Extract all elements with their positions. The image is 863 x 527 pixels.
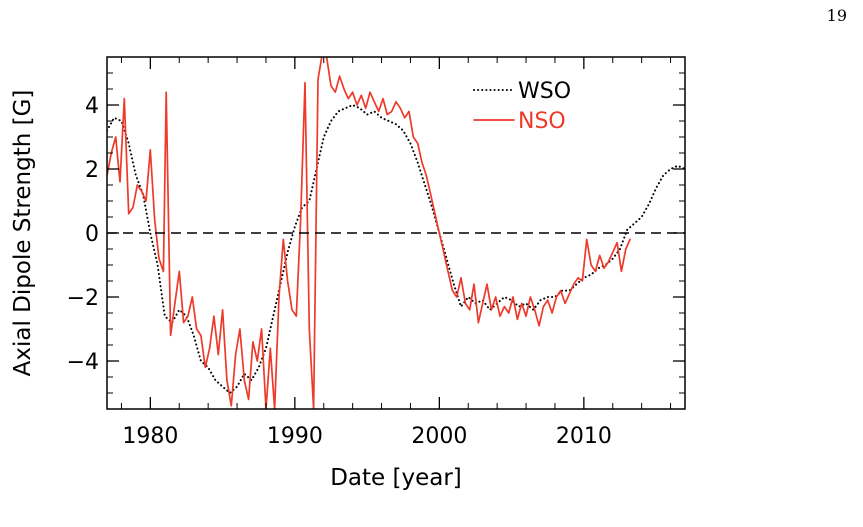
series-line-nso [107,57,631,409]
legend-label-wso: WSO [518,79,571,104]
legend: WSO NSO [473,79,571,134]
x-tick-label: 2010 [556,424,612,449]
axis-ticks: 1980 1990 2000 2010 4 2 0 −2 −4 [67,57,685,449]
x-tick-label: 1990 [267,424,323,449]
series-line-wso [107,104,685,394]
y-axis-label: Axial Dipole Strength [G] [10,90,36,377]
legend-label-nso: NSO [518,109,566,134]
page-number: 19 [826,6,847,25]
y-tick-label: −2 [67,286,99,311]
y-tick-label: 2 [85,158,99,183]
y-tick-label: 0 [85,222,99,247]
y-tick-label: −4 [67,350,99,375]
x-tick-label: 2000 [411,424,467,449]
series-layer [107,57,685,409]
x-axis-label: Date [year] [330,465,462,491]
y-tick-label: 4 [85,94,99,119]
x-tick-label: 1980 [122,424,178,449]
